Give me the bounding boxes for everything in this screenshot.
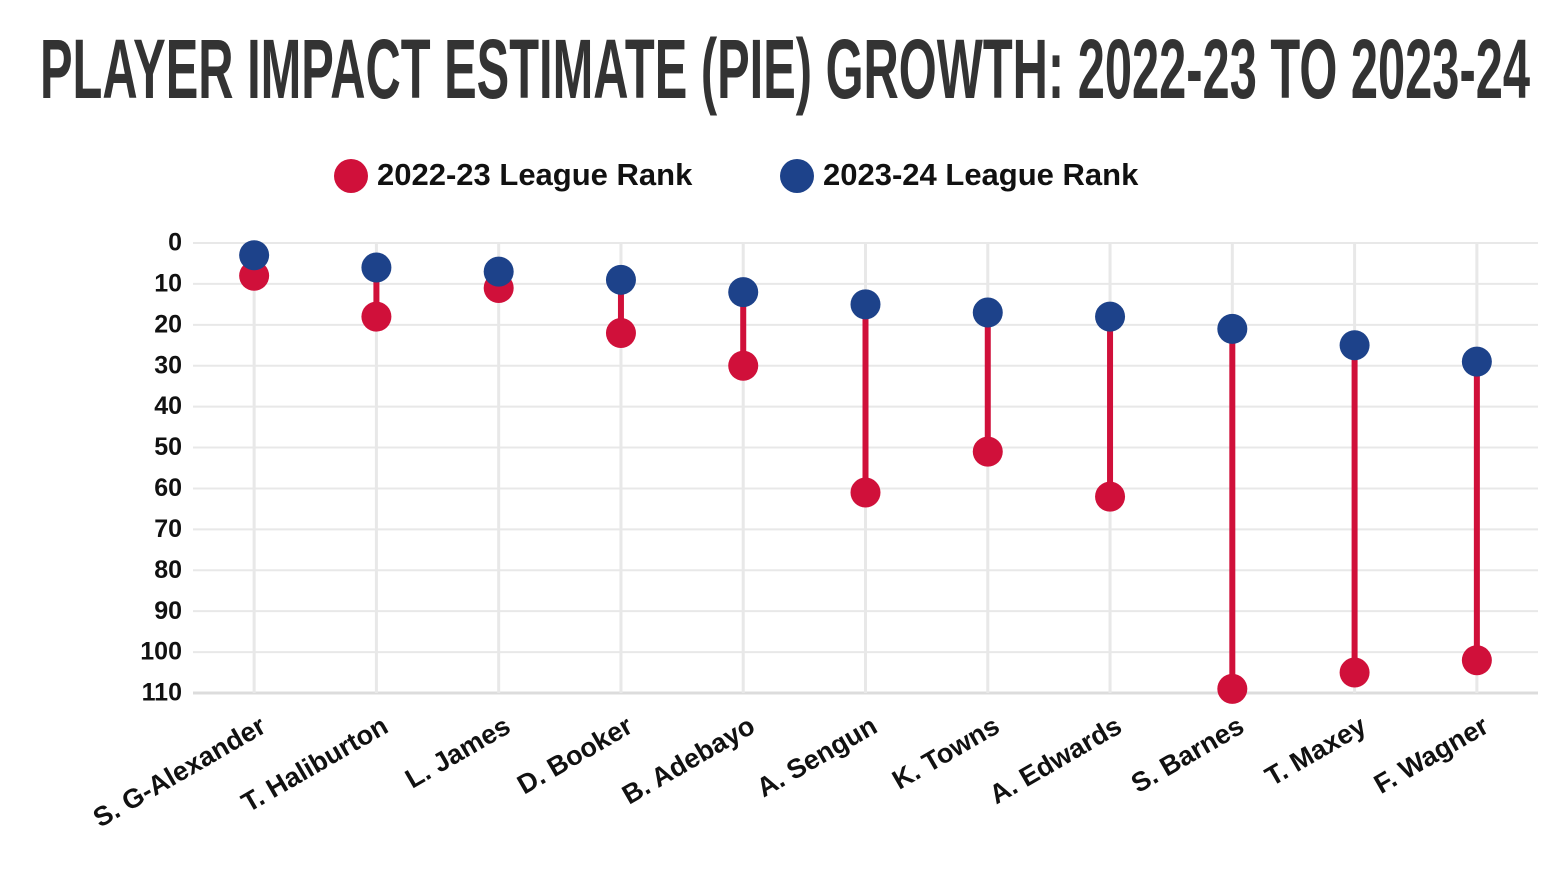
dot xyxy=(1339,330,1370,361)
dot xyxy=(1461,645,1492,676)
x-tick-label: S. G-Alexander xyxy=(88,710,271,833)
dot xyxy=(239,240,270,271)
dot xyxy=(361,252,392,283)
y-tick-label: 10 xyxy=(154,270,182,298)
x-tick-label: A. Edwards xyxy=(984,710,1126,810)
y-tick-label: 20 xyxy=(154,310,182,338)
x-tick-label: F. Wagner xyxy=(1369,710,1494,799)
legend-label: 2023-24 League Rank xyxy=(823,157,1139,192)
y-tick-label: 30 xyxy=(154,351,182,379)
y-tick-label: 40 xyxy=(154,392,182,420)
y-tick-label: 60 xyxy=(154,474,182,502)
y-tick-label: 0 xyxy=(168,229,182,257)
legend-label: 2022-23 League Rank xyxy=(377,157,693,192)
y-tick-label: 50 xyxy=(154,433,182,461)
dot xyxy=(1339,657,1370,688)
dot xyxy=(605,264,636,295)
dot xyxy=(1095,301,1126,332)
legend-swatch xyxy=(334,159,368,193)
dot xyxy=(483,256,514,287)
dot xyxy=(361,301,392,332)
dot xyxy=(1217,673,1248,704)
dot xyxy=(1461,346,1492,377)
x-tick-label: S. Barnes xyxy=(1126,710,1249,798)
dot xyxy=(850,289,881,320)
y-tick-label: 80 xyxy=(154,556,182,584)
dot xyxy=(605,318,636,348)
dot xyxy=(728,277,759,308)
y-tick-label: 70 xyxy=(154,515,182,543)
dot xyxy=(1217,313,1248,344)
legend-swatch xyxy=(780,159,814,193)
y-tick-label: 110 xyxy=(142,679,182,707)
x-tick-label: A. Sengun xyxy=(751,710,882,803)
y-tick-label: 90 xyxy=(154,597,182,625)
dot xyxy=(1095,481,1126,512)
dot xyxy=(850,477,881,508)
dot xyxy=(972,297,1003,328)
dot xyxy=(972,436,1003,467)
x-tick-label: L. James xyxy=(400,710,515,794)
y-tick-label: 100 xyxy=(140,638,182,666)
x-tick-label: B. Adebayo xyxy=(617,710,760,810)
dot xyxy=(728,350,759,381)
chart-title: PLAYER IMPACT ESTIMATE (PIE) GROWTH: 202… xyxy=(40,22,1530,116)
x-tick-label: T. Maxey xyxy=(1260,710,1371,792)
